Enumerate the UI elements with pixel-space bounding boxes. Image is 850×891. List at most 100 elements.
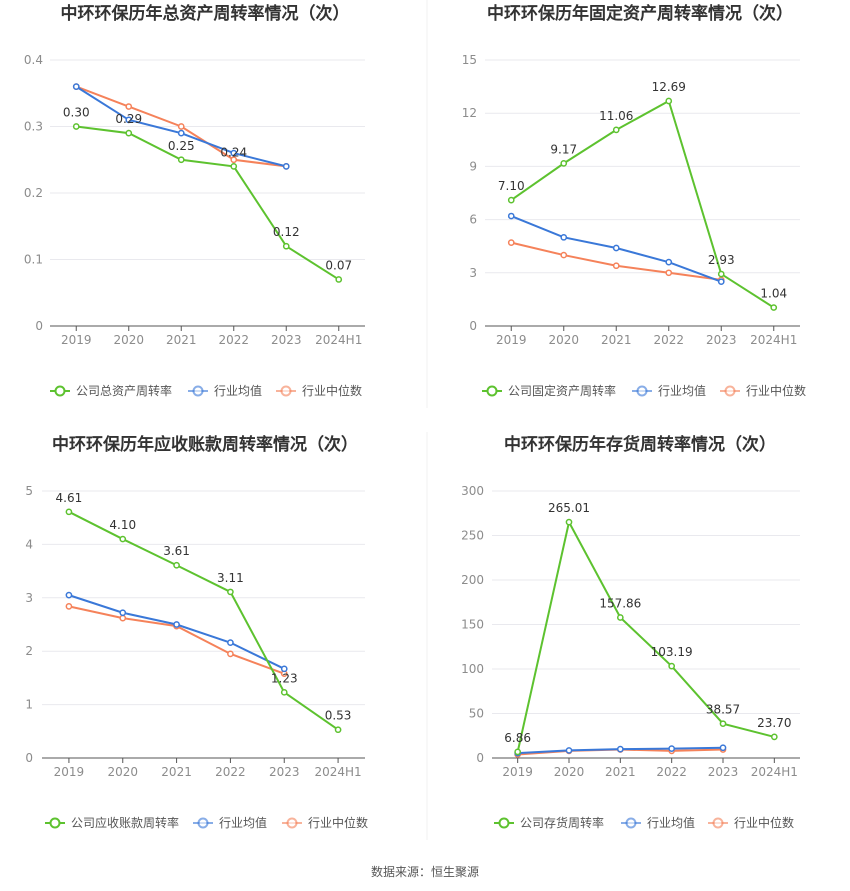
data-point: [565, 518, 573, 526]
legend-item-industry-median[interactable]: 行业中位数: [282, 815, 368, 830]
y-tick-label: 12: [462, 106, 477, 120]
x-tick-label: 2022: [656, 765, 687, 779]
data-point: [230, 149, 238, 157]
data-point: [119, 535, 127, 543]
data-label: 103.19: [651, 645, 693, 659]
data-point: [665, 97, 673, 105]
data-label: 157.86: [599, 597, 641, 611]
data-point: [65, 591, 73, 599]
x-tick-label: 2019: [502, 765, 533, 779]
legend-item-company[interactable]: 公司总资产周转率: [50, 383, 172, 398]
data-label: 0.25: [168, 139, 195, 153]
data-label: 7.10: [498, 179, 525, 193]
data-label: 0.12: [273, 225, 300, 239]
legend-label: 行业中位数: [308, 815, 368, 830]
legend-marker: [54, 385, 66, 397]
data-point: [282, 163, 290, 170]
data-point: [65, 602, 73, 610]
x-tick-label: 2024H1: [750, 333, 797, 347]
x-tick-label: 2021: [166, 333, 197, 347]
y-tick-label: 150: [461, 618, 484, 632]
data-point: [560, 160, 568, 167]
data-point: [560, 233, 568, 241]
legend-item-industry-median[interactable]: 行业中位数: [708, 815, 794, 830]
data-label: 12.69: [652, 80, 686, 94]
legend-item-industry-average[interactable]: 行业均值: [188, 383, 262, 398]
data-label: 38.57: [706, 703, 740, 717]
legend-item-industry-median[interactable]: 行业中位数: [276, 383, 362, 398]
data-point: [72, 83, 80, 90]
y-tick-label: 0: [25, 751, 33, 765]
data-point: [334, 726, 342, 734]
chart-panel-1: 中环环保历年总资产周转率情况（次） 0 0.1 0.2 0.3 0.4 2019 2020 20…: [24, 3, 365, 398]
legend-label: 行业中位数: [746, 383, 806, 398]
x-tick-label: 2022: [218, 333, 249, 347]
data-point: [227, 639, 234, 647]
x-tick-label: 2021: [161, 765, 192, 779]
series-line-company: [510, 99, 775, 309]
y-tick-label: 0: [476, 751, 484, 765]
data-point: [770, 304, 778, 311]
chart-title: 中环环保历年固定资产周转率情况（次）: [487, 3, 793, 24]
chart-title: 中环环保历年存货周转率情况（次）: [504, 434, 776, 455]
data-point: [507, 196, 515, 204]
x-tick-label: 2019: [61, 333, 92, 347]
data-point: [507, 239, 515, 247]
x-tick-label: 2023: [269, 765, 300, 779]
y-tick-label: 0.2: [24, 186, 43, 200]
data-point: [668, 662, 676, 670]
data-source-note: 数据来源：恒生聚源: [371, 864, 479, 879]
legend-item-industry-median[interactable]: 行业中位数: [720, 383, 806, 398]
legend-item-industry-average[interactable]: 行业均值: [632, 383, 706, 398]
data-label: 23.70: [757, 716, 791, 730]
x-tick-label: 2023: [708, 765, 739, 779]
x-tick-label: 2019: [54, 765, 85, 779]
x-tick-label: 2023: [706, 333, 737, 347]
legend-item-company[interactable]: 公司存货周转率: [494, 815, 604, 830]
legend-marker: [49, 817, 61, 829]
legend-item-industry-average[interactable]: 行业均值: [193, 815, 267, 830]
data-point: [227, 588, 234, 596]
y-tick-label: 0.3: [24, 120, 43, 134]
data-point: [119, 614, 127, 622]
data-point: [173, 621, 180, 628]
x-tick-label: 2022: [215, 765, 246, 779]
legend-marker: [724, 385, 736, 397]
legend-label: 公司存货周转率: [520, 815, 604, 830]
y-tick-label: 0.4: [24, 53, 43, 67]
data-point: [125, 103, 133, 110]
legend-item-company[interactable]: 公司应收账款周转率: [45, 815, 179, 830]
data-point: [665, 269, 673, 277]
data-label: 0.07: [325, 258, 352, 272]
data-point: [177, 129, 185, 137]
y-tick-label: 15: [462, 53, 477, 67]
data-point: [565, 747, 573, 754]
data-point: [173, 561, 180, 569]
y-tick-label: 50: [469, 707, 484, 721]
legend-label: 公司应收账款周转率: [71, 815, 179, 830]
chart-title: 中环环保历年总资产周转率情况（次）: [61, 3, 350, 24]
data-label: 1.23: [271, 671, 298, 685]
x-tick-label: 2020: [113, 333, 144, 347]
data-point: [230, 163, 238, 170]
data-label: 0.29: [115, 112, 142, 126]
legend-marker: [486, 385, 498, 397]
y-tick-label: 0.1: [24, 253, 43, 267]
data-point: [719, 744, 727, 752]
series-line-company: [68, 510, 339, 731]
data-point: [560, 251, 568, 259]
x-tick-label: 2020: [107, 765, 138, 779]
chart-panel-3: 中环环保历年应收账款周转率情况（次） 0 1 2 3 4 5 2019 2020 2021 2022…: [25, 434, 368, 830]
x-tick-label: 2022: [653, 333, 684, 347]
data-point: [177, 156, 185, 164]
legend-label: 公司总资产周转率: [76, 383, 172, 398]
chart-panel-2: 中环环保历年固定资产周转率情况（次） 0 3 6 9 12 15 2019 2020 2021 20…: [462, 3, 806, 398]
x-tick-label: 2024H1: [751, 765, 798, 779]
data-point: [335, 276, 343, 283]
data-label: 4.10: [109, 518, 136, 532]
data-point: [770, 733, 778, 741]
legend-item-company[interactable]: 公司固定资产周转率: [482, 383, 616, 398]
legend-marker: [712, 817, 724, 829]
legend-item-industry-average[interactable]: 行业均值: [621, 815, 695, 830]
